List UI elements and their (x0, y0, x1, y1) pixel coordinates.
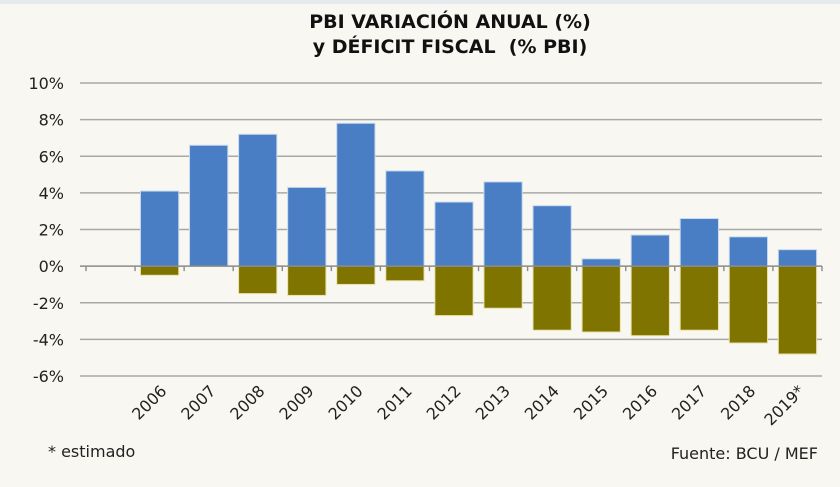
pbi-bar (679, 218, 719, 267)
y-tick-label: -4% (33, 330, 64, 349)
x-tick-label: 2012 (423, 381, 465, 423)
x-tick-label: 2019* (760, 381, 808, 429)
pbi-bar (139, 190, 180, 267)
pbi-bar (238, 133, 278, 267)
x-tick-label: 2011 (374, 381, 416, 423)
pbi-bar (287, 186, 327, 267)
y-tick-label: -2% (33, 294, 64, 313)
chart-title-line-2: y DÉFICIT FISCAL (% PBI) (312, 36, 588, 58)
x-tick-label: 2008 (226, 381, 268, 423)
deficit-bar (777, 265, 818, 355)
y-tick-label: 8% (39, 111, 64, 130)
deficit-bar (581, 265, 621, 333)
top-border-strip (0, 0, 840, 4)
deficit-bar (630, 265, 670, 337)
deficit-bar (139, 265, 180, 276)
x-tick-label: 2009 (275, 381, 317, 423)
footnote: * estimado (48, 442, 136, 461)
y-tick-label: 2% (39, 221, 64, 240)
x-tick-label: 2015 (570, 381, 612, 423)
x-tick-label: 2010 (324, 381, 366, 423)
y-tick-label: -6% (33, 367, 64, 386)
bars (139, 122, 818, 355)
deficit-bar (385, 265, 425, 282)
y-tick-label: 0% (39, 257, 64, 276)
x-tick-label: 2006 (128, 381, 170, 423)
pbi-bar (189, 144, 229, 267)
deficit-bar (287, 265, 327, 296)
y-axis-labels: 10% 8% 6% 4% 2% 0% -2% -4% -6% (28, 74, 64, 386)
deficit-bar (532, 265, 572, 331)
pbi-bar (336, 122, 376, 267)
x-tick-label: 2016 (619, 381, 661, 423)
chart-title-line-1: PBI VARIACIÓN ANUAL (%) (309, 11, 591, 33)
chart-title: PBI VARIACIÓN ANUAL (%) y DÉFICIT FISCAL… (0, 10, 840, 60)
x-tick-label: 2018 (717, 381, 759, 423)
x-tick-label: 2017 (668, 381, 710, 423)
y-tick-label: 4% (39, 184, 64, 203)
pbi-bar (581, 258, 621, 267)
pbi-bar (532, 205, 572, 267)
pbi-bar (483, 181, 523, 267)
pbi-bar (630, 234, 670, 267)
source-note: Fuente: BCU / MEF (670, 444, 818, 463)
deficit-bar (238, 265, 278, 295)
y-tick-label: 6% (39, 147, 64, 166)
y-tick-label: 10% (28, 74, 64, 93)
pbi-bar (385, 170, 425, 267)
pbi-bar (728, 236, 769, 267)
deficit-bar (728, 265, 769, 344)
x-axis (80, 265, 823, 272)
x-tick-label: 2014 (521, 381, 563, 423)
deficit-bar (679, 265, 719, 331)
deficit-bar (434, 265, 474, 317)
deficit-bar (336, 265, 376, 285)
x-tick-label: 2013 (472, 381, 514, 423)
pbi-bar (434, 201, 474, 267)
deficit-bar (483, 265, 523, 309)
pbi-bar (777, 249, 818, 267)
x-tick-label: 2007 (177, 381, 219, 423)
x-axis-labels: 2006 2007 2008 2009 2010 2011 2012 2013 2014 2015… (128, 381, 808, 429)
